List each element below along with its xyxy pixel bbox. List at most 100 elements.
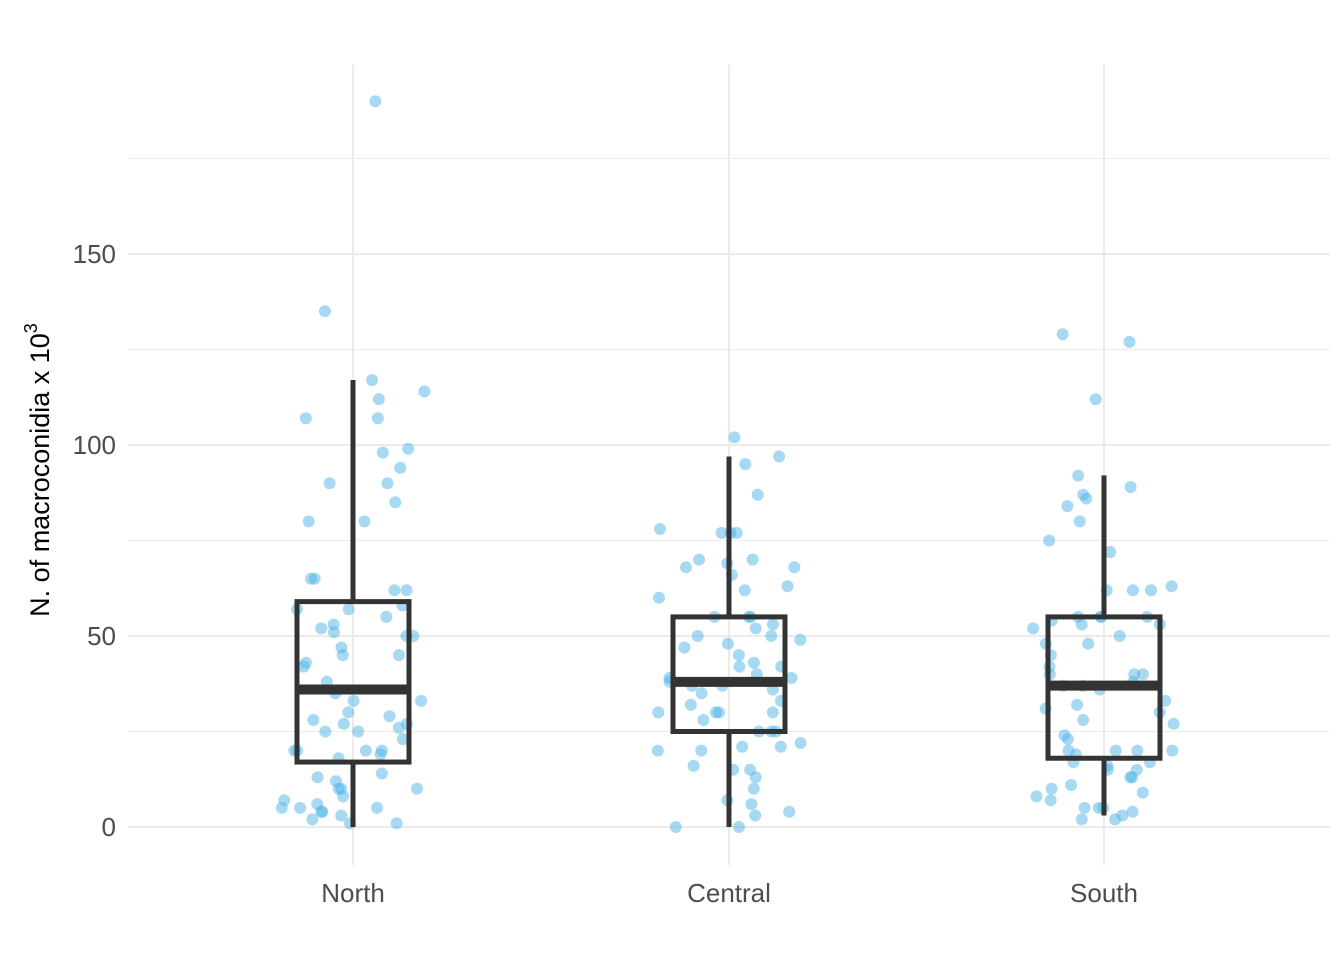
data-point-central xyxy=(781,580,794,593)
y-axis-title-main: N. of macroconidia x 10 xyxy=(25,333,55,617)
data-point-south xyxy=(1056,328,1069,341)
data-point-central xyxy=(680,561,692,574)
data-point-north xyxy=(311,771,324,784)
data-point-north xyxy=(294,801,307,814)
data-point-south xyxy=(1075,618,1088,631)
data-point-south xyxy=(1123,335,1136,348)
data-point-south xyxy=(1145,584,1157,597)
data-point-south xyxy=(1073,515,1086,528)
data-point-south xyxy=(1136,668,1149,681)
data-point-south xyxy=(1113,630,1126,642)
data-point-central xyxy=(773,450,786,463)
y-axis-title-superscript: 3 xyxy=(21,323,41,333)
data-point-south xyxy=(1061,733,1074,746)
data-point-north xyxy=(306,813,319,826)
data-point-central xyxy=(766,706,779,719)
data-point-central xyxy=(749,809,762,822)
data-point-central xyxy=(749,771,762,784)
data-point-south xyxy=(1089,393,1102,406)
data-point-north xyxy=(394,461,407,474)
data-point-central xyxy=(697,714,710,726)
y-tick-label: 100 xyxy=(73,430,116,460)
data-point-south xyxy=(1109,744,1122,757)
data-point-central xyxy=(722,637,734,650)
data-point-south xyxy=(1126,805,1139,818)
data-point-north xyxy=(396,733,409,746)
data-point-central xyxy=(747,656,760,669)
data-point-north xyxy=(418,385,431,398)
data-point-north xyxy=(352,725,365,738)
data-point-central xyxy=(653,591,665,604)
data-point-north xyxy=(319,725,332,738)
data-point-north xyxy=(380,610,393,623)
data-point-south xyxy=(1124,481,1137,493)
data-point-south xyxy=(1082,637,1095,650)
data-point-central xyxy=(654,523,666,535)
data-point-central xyxy=(738,584,751,597)
data-point-central xyxy=(749,622,762,635)
data-point-central xyxy=(684,698,697,711)
data-point-north xyxy=(347,694,360,707)
data-point-central xyxy=(651,744,664,757)
data-point-central xyxy=(788,561,801,574)
data-point-north xyxy=(315,622,328,635)
x-tick-label-central: Central xyxy=(687,878,771,908)
data-point-north xyxy=(369,95,382,108)
y-tick-label: 50 xyxy=(87,621,116,651)
box-plots xyxy=(294,380,1163,827)
y-axis-ticks: 0 50 100 150 xyxy=(73,239,116,842)
data-point-central xyxy=(728,431,741,444)
data-point-north xyxy=(393,649,405,662)
data-point-central xyxy=(695,687,708,700)
data-point-north xyxy=(336,649,349,662)
data-point-north xyxy=(366,374,379,387)
data-point-central xyxy=(652,706,665,719)
data-point-north xyxy=(402,442,415,455)
data-point-central xyxy=(746,553,759,566)
data-point-north xyxy=(302,515,315,528)
data-point-central xyxy=(745,798,758,811)
data-point-south xyxy=(1165,580,1178,593)
data-point-north xyxy=(358,515,371,528)
data-point-central xyxy=(794,633,807,646)
data-point-north xyxy=(375,767,388,780)
data-point-north xyxy=(371,412,384,425)
data-point-south xyxy=(1104,546,1117,558)
data-point-north xyxy=(415,694,428,707)
data-point-central xyxy=(678,641,691,654)
data-point-central xyxy=(695,744,708,757)
data-point-north xyxy=(342,706,355,719)
data-point-north xyxy=(374,748,387,761)
data-point-south xyxy=(1126,584,1139,597)
data-point-north xyxy=(381,477,394,490)
data-point-north xyxy=(388,584,401,597)
y-tick-label: 150 xyxy=(73,239,116,269)
data-point-central xyxy=(765,630,778,642)
iqr-box-central xyxy=(670,614,788,735)
data-point-north xyxy=(305,572,318,585)
y-tick-label: 0 xyxy=(102,812,116,842)
data-point-central xyxy=(693,553,705,566)
data-point-north xyxy=(376,446,389,459)
data-point-central xyxy=(669,821,682,833)
data-point-north xyxy=(389,496,402,509)
data-point-central xyxy=(783,805,796,818)
data-point-north xyxy=(337,717,350,730)
data-point-south xyxy=(1077,714,1090,726)
x-tick-label-north: North xyxy=(321,878,385,908)
data-point-south xyxy=(1043,534,1056,547)
data-point-south xyxy=(1065,779,1078,791)
data-point-central xyxy=(794,737,807,749)
data-point-north xyxy=(315,805,328,818)
data-point-south xyxy=(1078,801,1091,814)
data-point-south xyxy=(1044,794,1057,807)
data-point-central xyxy=(751,488,764,501)
data-point-south xyxy=(1075,813,1088,826)
data-point-central xyxy=(785,672,798,684)
data-point-central xyxy=(736,740,749,753)
data-point-north xyxy=(342,603,355,616)
data-point-south xyxy=(1045,782,1058,795)
x-axis-ticks: North Central South xyxy=(321,878,1138,908)
data-point-south xyxy=(1080,492,1093,505)
